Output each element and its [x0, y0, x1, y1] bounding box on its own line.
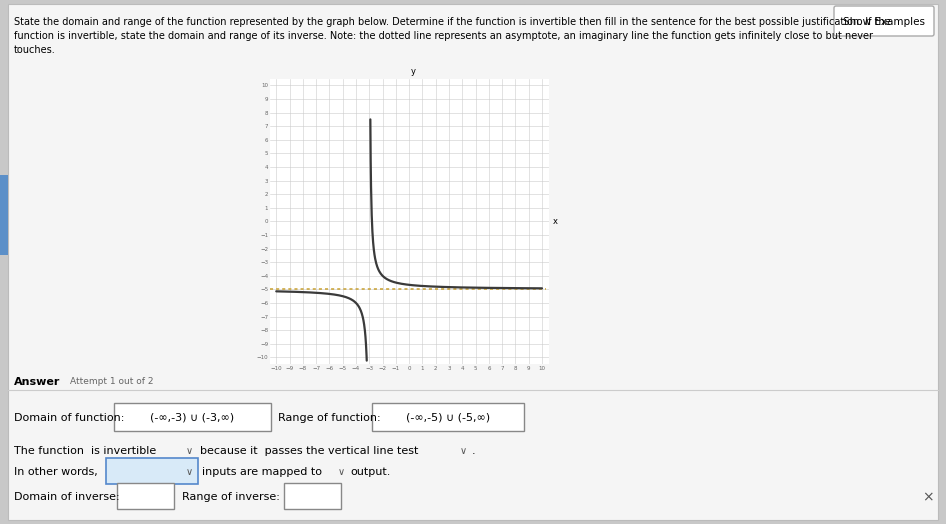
Text: ∨: ∨ — [186, 446, 193, 456]
FancyBboxPatch shape — [117, 483, 174, 509]
Text: In other words,: In other words, — [14, 467, 97, 477]
Text: The function  is invertible: The function is invertible — [14, 446, 156, 456]
Text: touches.: touches. — [14, 45, 56, 55]
Text: x: x — [552, 217, 558, 226]
FancyBboxPatch shape — [0, 175, 8, 255]
Text: ∨: ∨ — [185, 467, 193, 477]
Text: Domain of inverse:: Domain of inverse: — [14, 492, 119, 502]
FancyBboxPatch shape — [372, 403, 524, 431]
Text: State the domain and range of the function represented by the graph below. Deter: State the domain and range of the functi… — [14, 17, 891, 27]
Text: ×: × — [922, 490, 934, 504]
Text: Domain of function:: Domain of function: — [14, 413, 124, 423]
Text: Answer: Answer — [14, 377, 61, 387]
FancyBboxPatch shape — [284, 483, 341, 509]
Text: (-∞,-3) ∪ (-3,∞): (-∞,-3) ∪ (-3,∞) — [149, 413, 234, 423]
FancyBboxPatch shape — [834, 6, 934, 36]
Text: ∨: ∨ — [460, 446, 467, 456]
Text: Range of inverse:: Range of inverse: — [182, 492, 280, 502]
Text: Attempt 1 out of 2: Attempt 1 out of 2 — [70, 377, 153, 387]
Text: Show Examples: Show Examples — [843, 17, 925, 27]
Text: (-∞,-5) ∪ (-5,∞): (-∞,-5) ∪ (-5,∞) — [406, 413, 490, 423]
Text: y: y — [411, 67, 415, 77]
Text: because it  passes the vertical line test: because it passes the vertical line test — [200, 446, 418, 456]
Text: Range of function:: Range of function: — [278, 413, 380, 423]
FancyBboxPatch shape — [106, 458, 198, 484]
Text: .: . — [472, 446, 476, 456]
FancyBboxPatch shape — [8, 4, 938, 520]
Text: function is invertible, state the domain and range of its inverse. Note: the dot: function is invertible, state the domain… — [14, 31, 873, 41]
Text: output.: output. — [350, 467, 391, 477]
FancyBboxPatch shape — [114, 403, 271, 431]
Text: inputs are mapped to: inputs are mapped to — [202, 467, 322, 477]
Text: ∨: ∨ — [338, 467, 345, 477]
